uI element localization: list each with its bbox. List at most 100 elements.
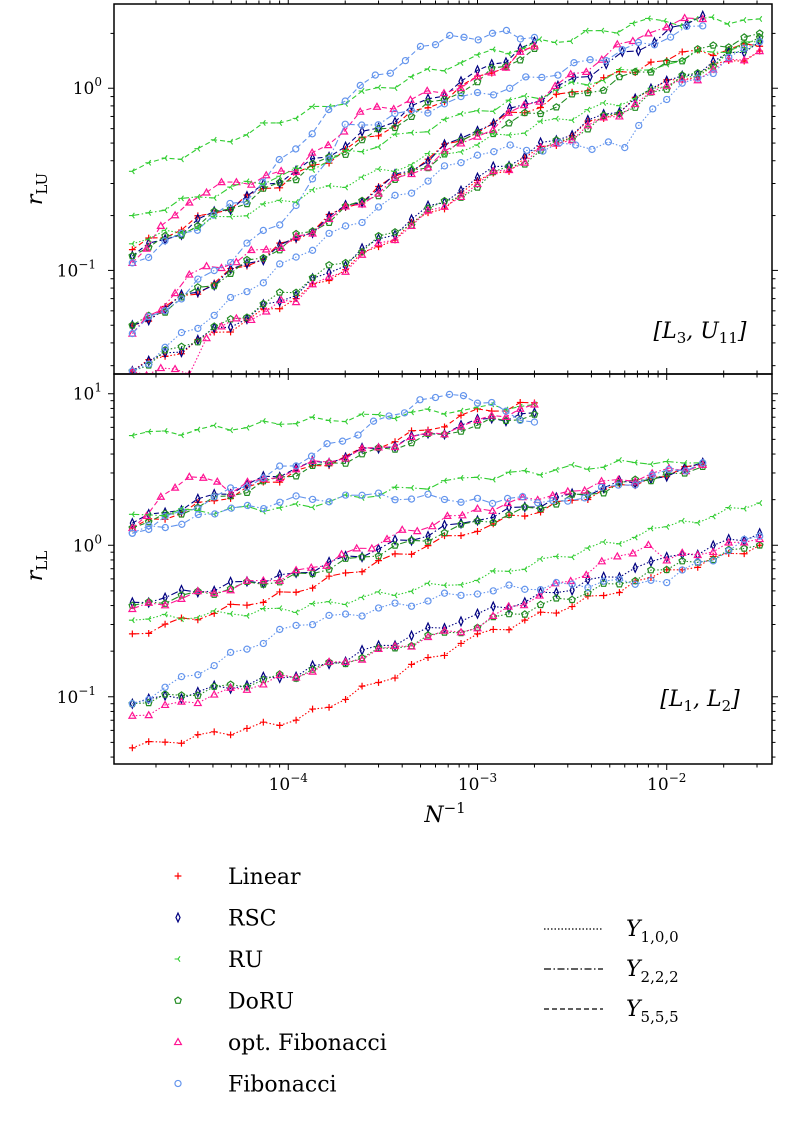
series-point — [680, 469, 689, 477]
series-point — [571, 141, 580, 149]
series-point — [740, 544, 749, 552]
series-doru-222 — [128, 29, 764, 329]
series-point — [292, 420, 299, 427]
series-point — [194, 671, 202, 679]
series-point — [555, 139, 563, 147]
series-point — [292, 472, 301, 480]
series-point — [391, 496, 399, 504]
series-point — [520, 108, 529, 117]
series-line — [131, 41, 535, 257]
series-point — [292, 609, 299, 616]
series-point — [552, 500, 561, 508]
series-point — [211, 510, 219, 518]
series-point — [246, 315, 256, 324]
series-point — [664, 463, 674, 472]
y-tick-exponent: 0 — [94, 532, 102, 546]
series-point — [161, 231, 170, 240]
series-point — [521, 585, 529, 593]
series-point — [292, 588, 300, 596]
series-point — [425, 92, 431, 105]
y-tick-label: 100 — [73, 75, 102, 99]
series-point — [342, 451, 349, 464]
series-point — [457, 591, 465, 600]
series-point — [517, 42, 523, 55]
x-axis-label-sup: −1 — [444, 799, 466, 817]
series-point — [145, 629, 153, 637]
series-point — [630, 99, 640, 108]
series-point — [600, 570, 607, 583]
series-point — [156, 363, 166, 372]
series-point — [550, 81, 560, 90]
y-tick-base: 10 — [57, 261, 79, 281]
series-point — [391, 168, 398, 175]
series-point — [195, 286, 201, 298]
legend-order-sub: 2,2,2 — [641, 968, 679, 986]
series-point — [161, 599, 170, 607]
series-point — [629, 20, 636, 27]
series-point — [210, 136, 217, 143]
series-point — [407, 641, 416, 650]
series-point — [391, 85, 398, 92]
series-point — [424, 654, 432, 661]
series-point — [506, 141, 514, 149]
series-point — [446, 31, 454, 40]
series-point — [520, 502, 529, 511]
series-point — [598, 27, 605, 34]
series-point — [457, 474, 464, 481]
series-point — [536, 504, 545, 513]
series-point — [677, 548, 687, 556]
series-point — [489, 587, 497, 595]
series-point — [489, 626, 497, 633]
series-point — [177, 295, 186, 303]
series-point — [128, 321, 137, 329]
series-point — [551, 39, 558, 46]
series-point — [552, 553, 559, 560]
series-point — [276, 721, 284, 729]
series-point — [536, 600, 545, 609]
series-point — [259, 226, 267, 235]
series-point — [457, 193, 465, 201]
series-point — [489, 91, 498, 99]
series-point — [408, 213, 415, 226]
series-opt-fibonacci-555 — [127, 41, 539, 267]
series-doru-222 — [128, 462, 707, 609]
series-point — [374, 124, 383, 133]
series-point — [341, 459, 350, 467]
series-point — [662, 555, 672, 564]
series-point — [242, 313, 251, 321]
series-point — [631, 580, 639, 588]
series-point — [210, 211, 218, 219]
series-point — [128, 168, 135, 175]
series-point — [275, 670, 285, 679]
series-point — [407, 169, 416, 178]
series-point — [757, 527, 763, 540]
series-point — [259, 119, 266, 126]
series-point — [457, 520, 465, 528]
series-point — [276, 295, 286, 304]
series-point — [374, 121, 382, 129]
series-point — [600, 592, 608, 599]
y-tick-label: 100 — [73, 532, 102, 556]
series-point — [358, 594, 365, 601]
series-point — [649, 105, 657, 113]
series-point — [424, 128, 431, 135]
series-point — [457, 581, 464, 588]
series-point — [535, 590, 545, 599]
series-point — [505, 97, 512, 104]
series-point — [474, 51, 480, 58]
series-line — [132, 37, 760, 372]
series-point — [227, 610, 234, 617]
series-point — [142, 243, 152, 252]
series-point — [504, 601, 513, 610]
series-point — [651, 36, 658, 49]
series-point — [226, 584, 235, 593]
series-point — [551, 139, 561, 147]
series-point — [441, 151, 447, 158]
series-point — [680, 13, 690, 22]
series-point — [643, 28, 653, 37]
series-point — [581, 67, 591, 76]
series-point — [145, 511, 152, 518]
series-point — [243, 131, 250, 138]
series-point — [128, 700, 136, 708]
